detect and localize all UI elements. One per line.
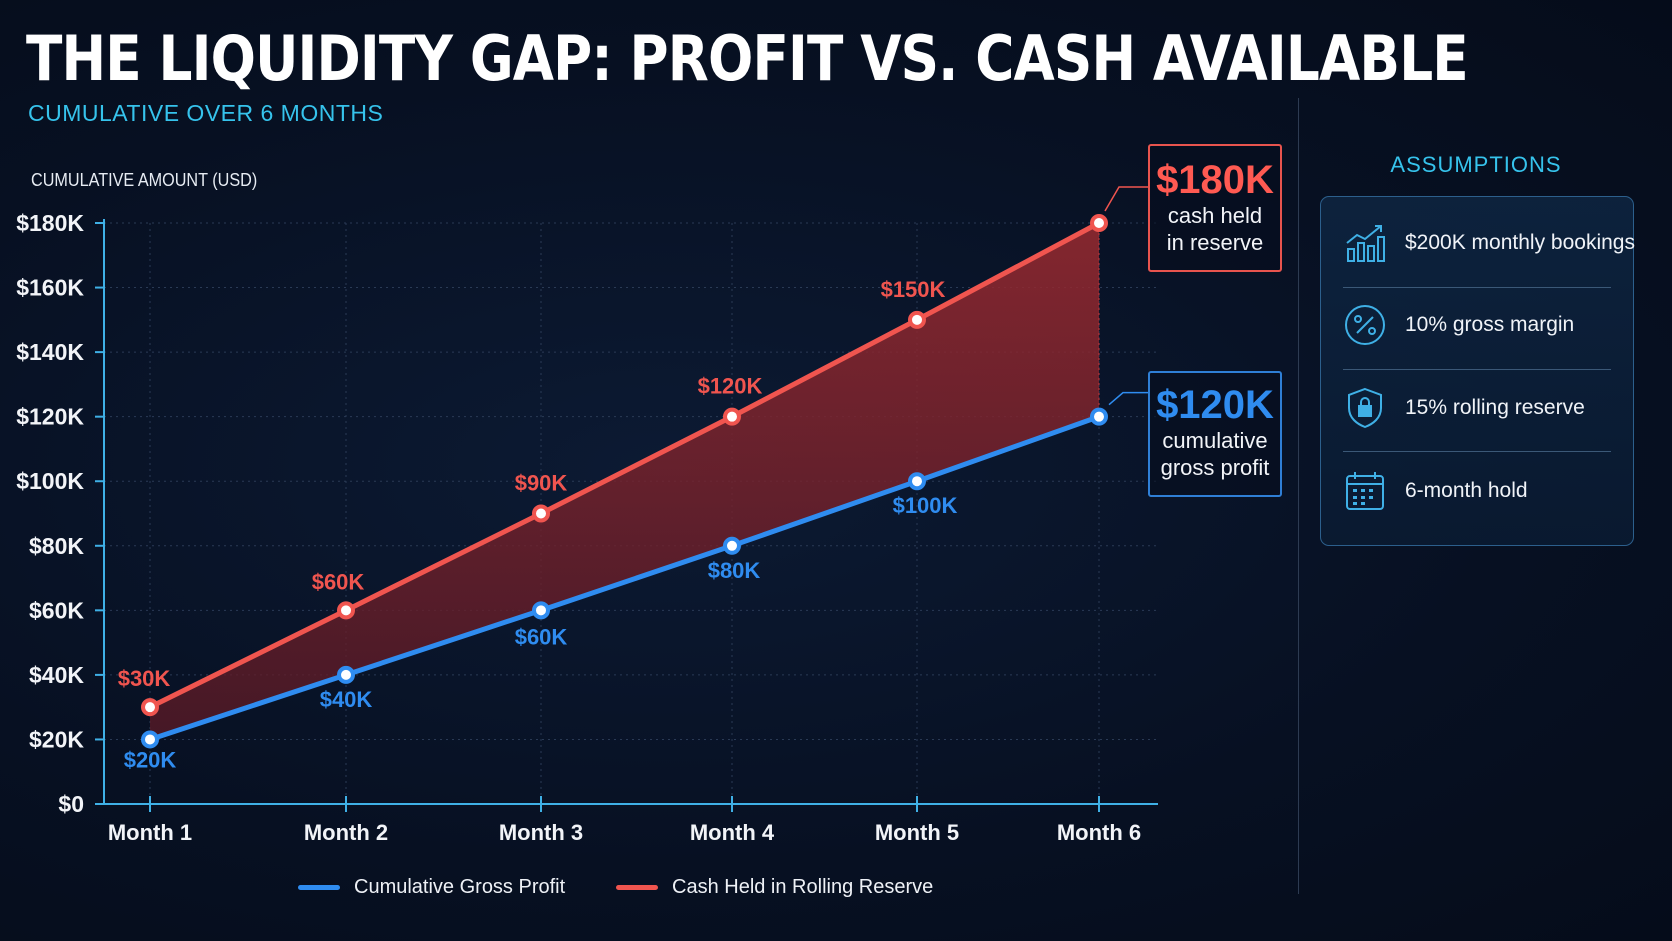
reserve-point bbox=[337, 601, 355, 620]
page-title: THE LIQUIDITY GAP: PROFIT VS. CASH AVAIL… bbox=[26, 22, 1469, 95]
reserve-connector bbox=[1104, 186, 1148, 212]
y-tick-label: $120K bbox=[16, 404, 84, 430]
assumption-text: 10% gross margin bbox=[1405, 313, 1575, 336]
assumption-text: 15% rolling reserve bbox=[1405, 396, 1585, 419]
reserve-line bbox=[147, 220, 1102, 710]
profit-point bbox=[908, 472, 926, 491]
profit-callout: $120K cumulative gross profit bbox=[1148, 371, 1282, 497]
reserve-data-label: $90K bbox=[515, 471, 568, 496]
profit-data-label: $20K bbox=[124, 747, 177, 772]
assumption-separator bbox=[1343, 451, 1611, 452]
profit-data-label: $80K bbox=[708, 558, 761, 583]
y-tick-label: $140K bbox=[16, 339, 84, 365]
profit-point bbox=[723, 536, 741, 555]
reserve-callout-line2: in reserve bbox=[1166, 230, 1264, 255]
assumption-item: $200K monthly bookings bbox=[1343, 202, 1635, 284]
assumptions-panel: $200K monthly bookings 10% gross margin … bbox=[1320, 196, 1635, 546]
legend-swatch-reserve bbox=[616, 885, 658, 890]
assumption-separator bbox=[1343, 369, 1611, 370]
gap-area bbox=[150, 223, 1099, 740]
calendar-icon bbox=[1346, 472, 1384, 510]
y-axis-label: CUMULATIVE AMOUNT (USD) bbox=[31, 170, 258, 190]
profit-line bbox=[147, 414, 1102, 742]
y-tick-label: $40K bbox=[29, 662, 84, 688]
assumptions-title: ASSUMPTIONS bbox=[1390, 152, 1562, 177]
profit-callout-line1: cumulative bbox=[1162, 428, 1268, 453]
reserve-data-label: $60K bbox=[312, 569, 365, 594]
profit-callout-line2: gross profit bbox=[1160, 455, 1270, 480]
profit-callout-value: $120K bbox=[1156, 383, 1274, 427]
x-tick-label: Month 5 bbox=[875, 820, 959, 845]
y-tick-label: $160K bbox=[16, 275, 84, 301]
reserve-point bbox=[908, 310, 926, 329]
legend-label-reserve: Cash Held in Rolling Reserve bbox=[672, 876, 934, 898]
assumption-item: 6-month hold bbox=[1343, 450, 1611, 532]
line-chart: $0 $20K $40K $60K $80K $100K $120K $140K $160K $1… bbox=[16, 186, 1158, 845]
assumption-item: 15% rolling reserve bbox=[1343, 367, 1611, 449]
profit-point bbox=[337, 665, 355, 684]
x-tick-label: Month 4 bbox=[690, 820, 775, 845]
legend-item-reserve: Cash Held in Rolling Reserve bbox=[616, 876, 933, 899]
panel-divider bbox=[1298, 98, 1299, 894]
reserve-point bbox=[141, 698, 159, 717]
assumption-text: $200K monthly bookings bbox=[1405, 231, 1635, 254]
reserve-point bbox=[1090, 214, 1108, 232]
assumption-item: 10% gross margin bbox=[1343, 284, 1611, 366]
y-tick-label: $60K bbox=[29, 597, 84, 623]
profit-data-label: $100K bbox=[893, 493, 958, 518]
reserve-callout: $180K cash held in reserve bbox=[1148, 144, 1282, 272]
y-tick-label: $20K bbox=[29, 726, 84, 752]
y-tick-label: $80K bbox=[29, 533, 84, 559]
page-subtitle: CUMULATIVE OVER 6 MONTHS bbox=[28, 100, 384, 126]
reserve-data-label: $30K bbox=[118, 666, 171, 691]
percent-icon bbox=[1345, 305, 1385, 345]
reserve-data-label: $120K bbox=[698, 374, 763, 399]
reserve-data-label: $150K bbox=[881, 277, 946, 302]
profit-point bbox=[141, 730, 159, 749]
reserve-point bbox=[723, 407, 741, 426]
profit-connector bbox=[1108, 391, 1148, 406]
profit-point bbox=[1090, 407, 1108, 426]
x-tick-label: Month 2 bbox=[304, 820, 388, 845]
assumption-separator bbox=[1343, 287, 1611, 288]
profit-data-label: $60K bbox=[515, 624, 568, 649]
profit-point bbox=[532, 601, 550, 620]
legend-item-profit: Cumulative Gross Profit bbox=[298, 876, 565, 899]
bar-chart-growth-icon bbox=[1346, 225, 1385, 262]
x-tick-label: Month 1 bbox=[108, 820, 192, 845]
x-tick-label: Month 3 bbox=[499, 820, 583, 845]
legend-label-profit: Cumulative Gross Profit bbox=[354, 876, 566, 898]
y-tick-label: $180K bbox=[16, 210, 84, 236]
reserve-callout-value: $180K bbox=[1156, 158, 1274, 202]
x-tick-label: Month 6 bbox=[1057, 820, 1141, 845]
assumption-text: 6-month hold bbox=[1405, 479, 1528, 502]
reserve-point bbox=[532, 504, 550, 523]
y-tick-label: $0 bbox=[58, 791, 84, 817]
profit-data-label: $40K bbox=[320, 687, 373, 712]
legend-swatch-profit bbox=[298, 885, 340, 890]
reserve-callout-line1: cash held bbox=[1167, 203, 1263, 228]
shield-lock-icon bbox=[1348, 387, 1382, 429]
y-tick-label: $100K bbox=[16, 468, 84, 494]
